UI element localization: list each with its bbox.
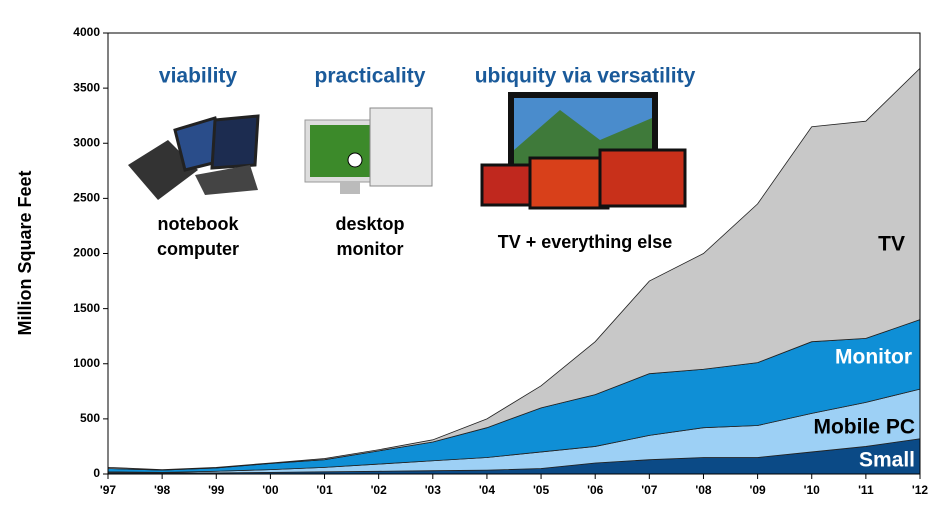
y-tick-label: 3000 xyxy=(73,135,100,149)
series-label: Mobile PC xyxy=(813,416,915,439)
x-tick-label: '00 xyxy=(262,483,279,497)
y-tick-label: 4000 xyxy=(73,25,100,39)
x-tick-label: '11 xyxy=(858,483,874,497)
desktop-picture xyxy=(304,107,433,194)
notebook-picture xyxy=(128,114,260,200)
x-tick-label: '10 xyxy=(804,483,821,497)
x-tick-label: '03 xyxy=(425,483,442,497)
x-tick-label: '01 xyxy=(316,483,333,497)
x-tick-label: '05 xyxy=(533,483,550,497)
y-tick-label: 3500 xyxy=(73,80,100,94)
series-label: Monitor xyxy=(835,346,912,369)
annotation-caption: notebook xyxy=(158,214,240,234)
annotation-caption: computer xyxy=(157,239,239,259)
y-tick-label: 1000 xyxy=(73,356,100,370)
series-label: Small xyxy=(859,449,915,472)
y-tick-label: 500 xyxy=(80,411,100,425)
x-tick-label: '99 xyxy=(208,483,225,497)
annotation-title: ubiquity via versatility xyxy=(475,65,696,88)
x-tick-label: '06 xyxy=(587,483,604,497)
x-tick-label: '09 xyxy=(749,483,766,497)
x-tick-label: '12 xyxy=(912,483,929,497)
annotation-caption: TV + everything else xyxy=(498,232,673,252)
annotation-caption: desktop xyxy=(335,214,404,234)
y-axis-label: Million Square Feet xyxy=(15,170,35,335)
y-tick-label: 2500 xyxy=(73,191,100,205)
series-label: TV xyxy=(878,233,905,256)
x-tick-label: '07 xyxy=(641,483,658,497)
annotation-title: practicality xyxy=(315,65,426,88)
y-tick-label: 2000 xyxy=(73,246,100,260)
tv-picture xyxy=(480,92,687,210)
x-tick-label: '98 xyxy=(154,483,171,497)
annotation-caption: monitor xyxy=(337,239,404,259)
annotation-title: viability xyxy=(159,65,238,88)
x-tick-label: '04 xyxy=(479,483,496,497)
y-tick-label: 1500 xyxy=(73,301,100,315)
x-tick-label: '02 xyxy=(371,483,388,497)
x-tick-label: '08 xyxy=(695,483,712,497)
y-tick-label: 0 xyxy=(93,466,100,480)
x-tick-label: '97 xyxy=(100,483,117,497)
